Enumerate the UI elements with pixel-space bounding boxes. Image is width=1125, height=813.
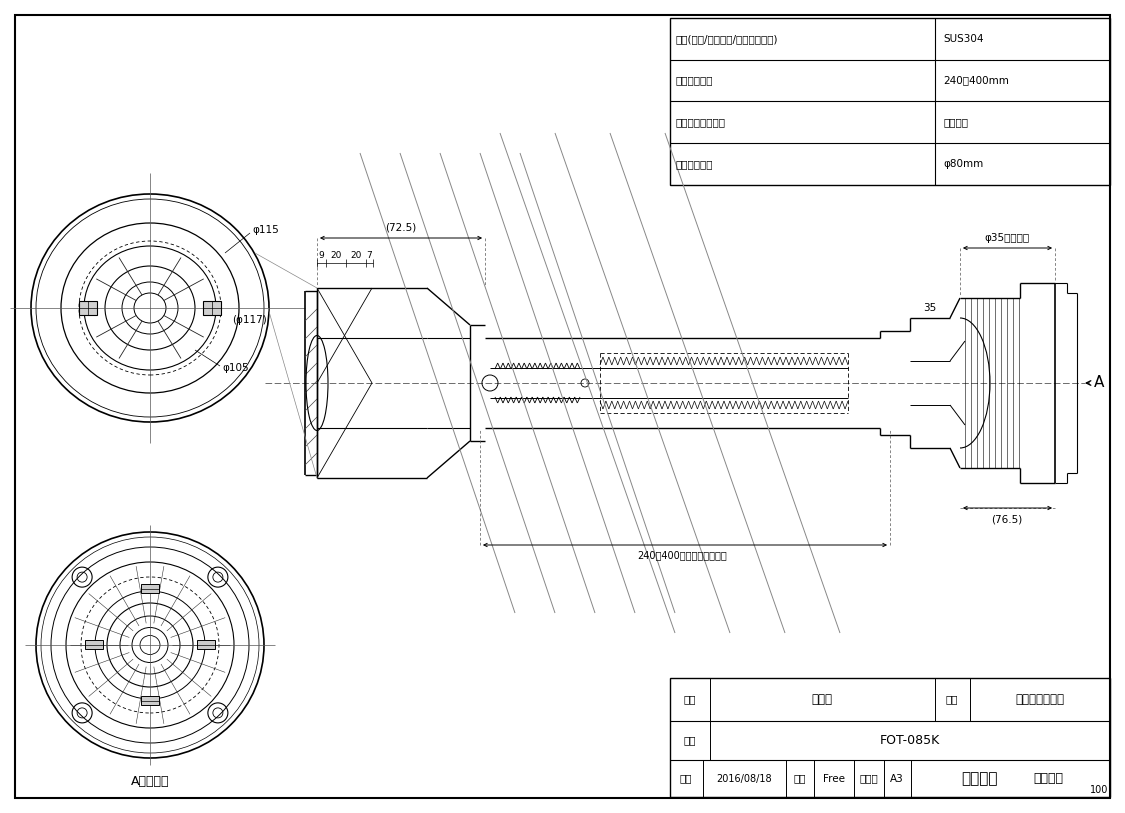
Text: φ105: φ105 bbox=[222, 363, 249, 373]
Text: 35: 35 bbox=[924, 303, 937, 313]
Text: サイズ: サイズ bbox=[860, 773, 879, 784]
Text: 壁厚調整範囲: 壁厚調整範囲 bbox=[676, 76, 713, 85]
Text: 240〜400mm: 240〜400mm bbox=[943, 76, 1009, 85]
Text: Aカラ見ル: Aカラ見ル bbox=[130, 775, 169, 788]
Text: 材質(本体/スリーブ/チャンバー室): 材質(本体/スリーブ/チャンバー室) bbox=[676, 34, 778, 44]
Text: 外観図: 外観図 bbox=[811, 693, 832, 706]
Bar bbox=[670, 18, 1110, 185]
Bar bbox=[86, 640, 104, 649]
Text: 排気吹き出し方向: 排気吹き出し方向 bbox=[676, 117, 726, 128]
Text: 20: 20 bbox=[350, 250, 362, 259]
Text: 240〜400（壁厚調整範囲）: 240〜400（壁厚調整範囲） bbox=[637, 550, 727, 560]
Bar bbox=[670, 678, 1110, 797]
Text: Free: Free bbox=[824, 773, 845, 784]
Text: 2016/08/18: 2016/08/18 bbox=[717, 773, 772, 784]
Text: FOT-085K: FOT-085K bbox=[880, 734, 940, 747]
Text: 7: 7 bbox=[366, 250, 372, 259]
Bar bbox=[141, 584, 159, 593]
Text: 9: 9 bbox=[318, 250, 324, 259]
Text: SUS304: SUS304 bbox=[943, 34, 983, 44]
Text: (72.5): (72.5) bbox=[386, 223, 416, 233]
Text: 作成: 作成 bbox=[680, 773, 692, 784]
Text: 20: 20 bbox=[331, 250, 342, 259]
Bar bbox=[197, 640, 215, 649]
Text: (76.5): (76.5) bbox=[991, 514, 1023, 524]
Bar bbox=[202, 301, 220, 315]
Text: 型式: 型式 bbox=[684, 736, 696, 746]
Text: 100: 100 bbox=[1090, 785, 1108, 795]
Text: φ80mm: φ80mm bbox=[943, 159, 983, 169]
Text: リンナイ: リンナイ bbox=[962, 771, 998, 786]
Bar bbox=[141, 696, 159, 705]
Bar bbox=[79, 301, 97, 315]
Text: 株式会社: 株式会社 bbox=[1033, 772, 1063, 785]
Text: 壁貫通部穴径: 壁貫通部穴径 bbox=[676, 159, 713, 169]
Text: 品名: 品名 bbox=[946, 694, 958, 705]
Text: 斜め全周: 斜め全周 bbox=[943, 117, 968, 128]
Text: A: A bbox=[1094, 376, 1105, 390]
Text: (φ117): (φ117) bbox=[232, 315, 267, 325]
Text: ウォールトップ: ウォールトップ bbox=[1016, 693, 1064, 706]
Text: φ115: φ115 bbox=[252, 225, 279, 235]
Text: φ35（外径）: φ35（外径） bbox=[984, 233, 1029, 243]
Text: 尺度: 尺度 bbox=[794, 773, 807, 784]
Text: A3: A3 bbox=[890, 773, 903, 784]
Text: 名称: 名称 bbox=[684, 694, 696, 705]
